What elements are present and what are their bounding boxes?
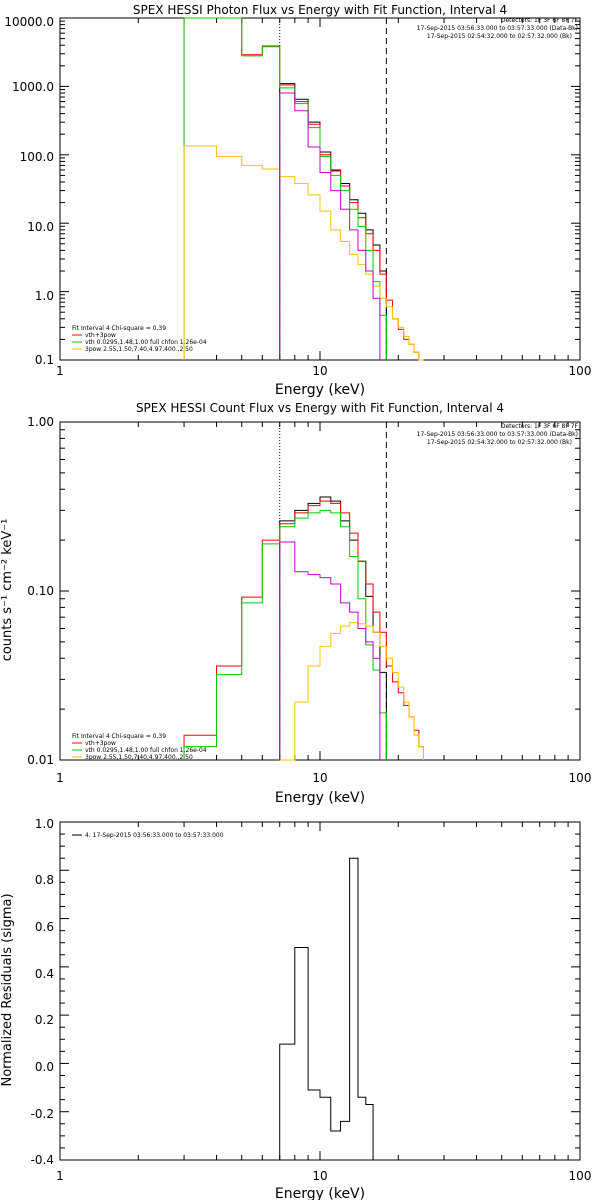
y-tick-label: 100.0	[20, 150, 54, 164]
series-line-1	[183, 500, 424, 760]
plot-frame	[59, 821, 581, 1161]
x-tick-label-10: 10	[312, 1169, 327, 1183]
y-tick-label: 10000.0	[4, 15, 54, 29]
y-tick-label: 0.01	[27, 753, 54, 767]
y-tick-label: -0.2	[31, 1107, 54, 1121]
y-tick-label: 1.00	[27, 415, 54, 429]
count-flux-panel: SPEX HESSI Count Flux vs Energy with Fit…	[0, 401, 591, 806]
x-axis-label: Energy (keV)	[275, 790, 365, 806]
x-tick-label-100: 100	[569, 364, 592, 378]
y-tick-label: 0.4	[35, 967, 54, 981]
legend-model-vth: vth 0.0295,1.48,1.00 full chfon 1.26e-04	[85, 339, 207, 346]
y-tick-label: 0.1	[35, 353, 54, 367]
series-line-0	[279, 83, 387, 360]
plot-frame	[59, 17, 581, 361]
legend-data-interval: 17-Sep-2015 03:56:33.000 to 03:57:33.000…	[417, 431, 578, 438]
x-axis-label: Energy (keV)	[275, 1186, 365, 1200]
x-tick-label-100: 100	[569, 771, 592, 785]
legend-residual-interval: 4. 17-Sep-2015 03:56:33.000 to 03:57:33.…	[85, 832, 224, 839]
x-axis-label: Energy (keV)	[275, 382, 365, 398]
legend-fit-interval: Fit Interval 4 Chi-square = 0.39	[72, 733, 166, 740]
y-tick-label: 1000.0	[12, 80, 54, 94]
y-tick-label: 0.6	[35, 920, 54, 934]
y-tick-label: 1.0	[35, 289, 54, 303]
y-tick-label: 0.0	[35, 1060, 54, 1074]
series-line-0	[279, 496, 387, 760]
photon-flux-panel: SPEX HESSI Photon Flux vs Energy with Fi…	[4, 3, 591, 398]
legend-model-vth: vth 0.0295,1.48,1.00 full chfon 1.26e-04	[85, 747, 207, 754]
x-tick-label-10: 10	[312, 771, 327, 785]
y-tick-label: 0.8	[35, 873, 54, 887]
legend-model-3pow: 3pow 2.55,1.50,7.40,4.97,400.,2.50	[85, 346, 193, 353]
y-tick-label: 0.2	[35, 1013, 54, 1027]
residuals-panel: 4. 17-Sep-2015 03:56:33.000 to 03:57:33.…	[0, 817, 591, 1200]
legend-fit-interval: Fit Interval 4 Chi-square = 0.39	[72, 325, 166, 332]
series-line-2	[183, 17, 387, 360]
x-tick-label-100: 100	[569, 1169, 592, 1183]
series-line-3	[183, 145, 424, 361]
legend-bk-interval: 17-Sep-2015 02:54:32.000 to 02:57:32.000…	[427, 33, 572, 40]
series-line-4	[279, 92, 381, 360]
legend-model-total: vth+3pow	[85, 740, 116, 747]
series-line-3	[279, 622, 424, 761]
x-tick-label-1: 1	[56, 1169, 64, 1183]
y-axis-label: counts s⁻¹ cm⁻² keV⁻¹	[0, 519, 15, 662]
y-tick-label: 10.0	[27, 220, 54, 234]
plot-frame	[59, 421, 581, 761]
panel-title: SPEX HESSI Photon Flux vs Energy with Fi…	[133, 3, 507, 17]
y-tick-label: 1.0	[35, 817, 54, 831]
x-tick-label-10: 10	[312, 364, 327, 378]
panel-title: SPEX HESSI Count Flux vs Energy with Fit…	[136, 401, 504, 415]
legend-model-3pow: 3pow 2.55,1.50,7.40,4.97,400.,2.50	[85, 754, 193, 761]
y-tick-label: 0.10	[27, 584, 54, 598]
legend-data-interval: 17-Sep-2015 03:56:33.000 to 03:57:33.000…	[417, 25, 578, 32]
legend-bk-interval: 17-Sep-2015 02:54:32.000 to 02:57:32.000…	[427, 439, 572, 446]
x-tick-label-1: 1	[56, 771, 64, 785]
series-line-1	[183, 17, 424, 361]
y-axis-label: Normalized Residuals (sigma)	[0, 893, 15, 1086]
series-line-2	[183, 509, 387, 760]
x-tick-label-1: 1	[56, 364, 64, 378]
series-line-0	[279, 857, 387, 1161]
legend-model-total: vth+3pow	[85, 332, 116, 339]
series-line-4	[279, 541, 381, 760]
y-tick-label: -0.4	[31, 1153, 54, 1167]
